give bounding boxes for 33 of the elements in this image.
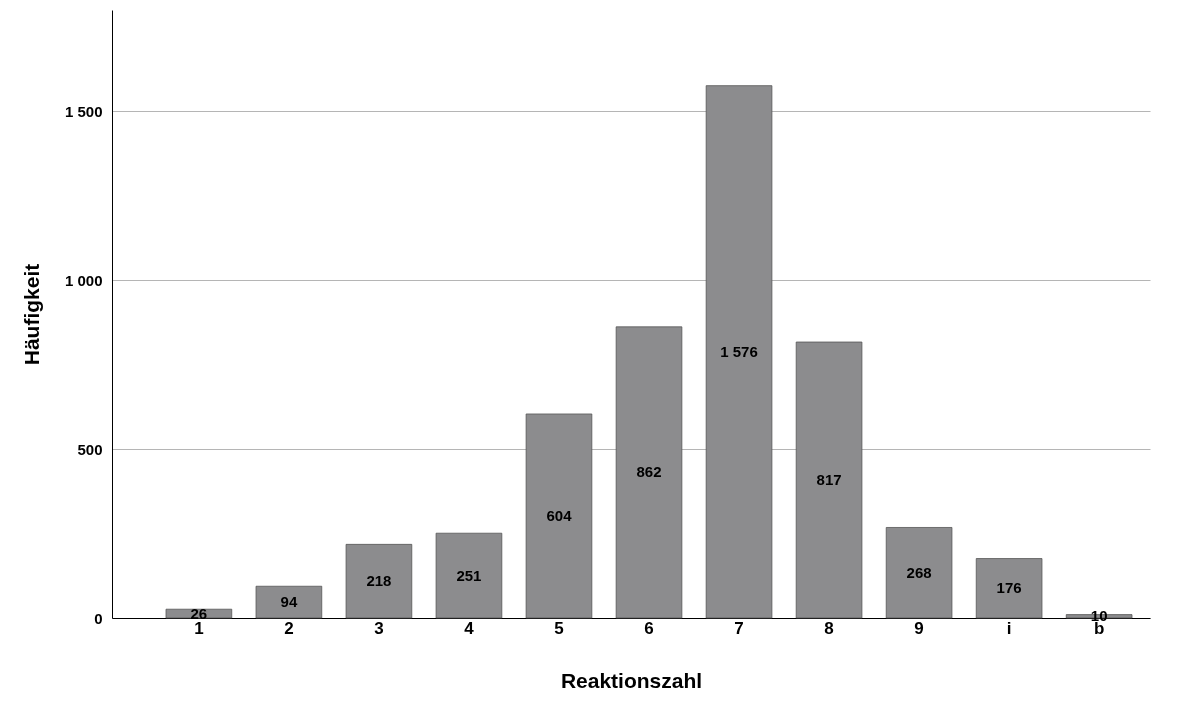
x-tick-label: 7 [734,618,744,638]
bar [885,527,953,619]
x-tick-label: 9 [914,618,924,638]
bar [795,341,863,619]
data-label: 862 [636,463,662,481]
x-axis-title: Reaktionszahl [560,668,703,692]
bar [435,532,503,619]
data-label: 218 [366,572,392,590]
data-label: 94 [280,593,298,611]
data-label: 1 576 [720,342,758,360]
data-label: 604 [546,506,573,524]
bar [975,558,1043,619]
bar [255,585,323,619]
y-axis-title: Häufigkeit [19,263,43,366]
x-tick-label: 4 [464,618,475,638]
y-tick-label: 500 [77,440,103,458]
bar [345,543,413,619]
data-label: 268 [906,563,932,581]
bar [615,326,683,619]
x-tick-label: 2 [284,618,294,638]
x-tick-label: i [1006,618,1012,638]
x-tick-label: 5 [554,618,564,638]
y-tick-label: 1 000 [64,271,103,289]
bar [705,85,773,619]
x-tick-label: 8 [824,618,834,638]
data-label: 817 [816,471,842,489]
y-tick-label: 0 [94,609,103,627]
x-tick-label: 3 [374,618,384,638]
data-label: 251 [456,566,482,584]
x-tick-label: 6 [644,618,654,638]
bar [525,413,593,619]
y-tick-label: 1 500 [64,102,103,120]
data-label: 176 [996,579,1022,597]
